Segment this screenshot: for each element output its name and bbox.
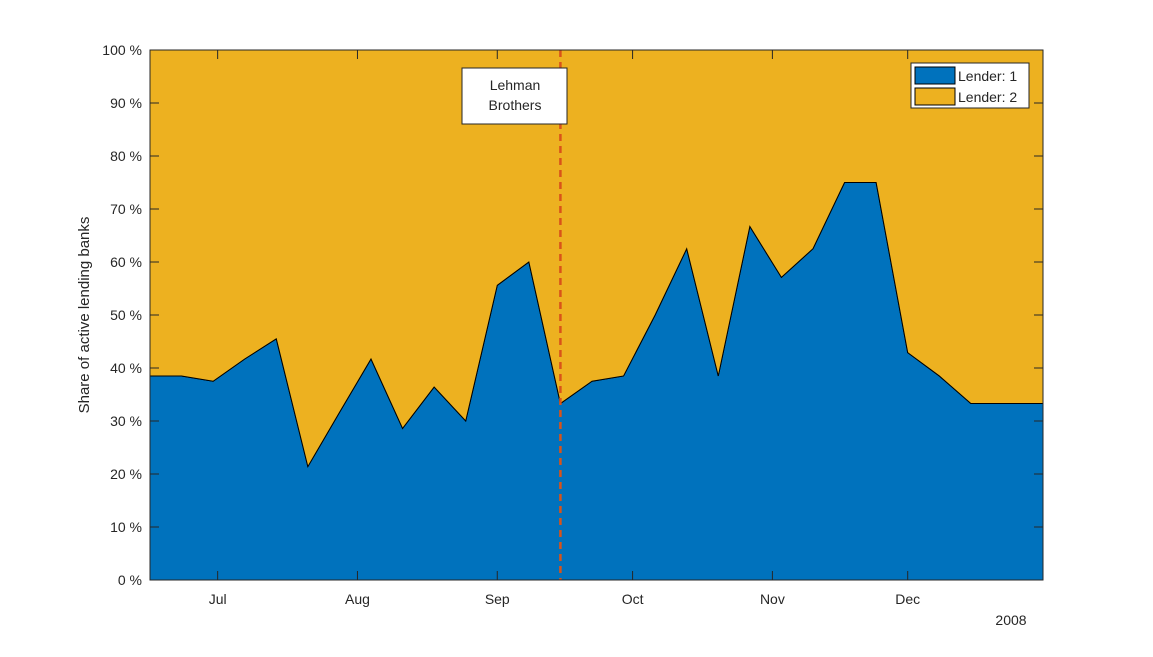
- plot-areas: [149, 49, 1044, 581]
- x-tick-label: Aug: [345, 591, 370, 607]
- y-tick-label: 30 %: [110, 413, 142, 429]
- y-tick-label: 40 %: [110, 360, 142, 376]
- y-tick-label: 90 %: [110, 95, 142, 111]
- y-tick-label: 10 %: [110, 519, 142, 535]
- y-tick-label: 20 %: [110, 466, 142, 482]
- y-tick-label: 50 %: [110, 307, 142, 323]
- y-axis-title: Share of active lending banks: [76, 217, 93, 414]
- y-tick-label: 80 %: [110, 148, 142, 164]
- x-tick-label: Oct: [622, 591, 644, 607]
- x-axis: Jul Aug Sep Oct Nov Dec: [209, 50, 920, 607]
- legend: Lender: 1 Lender: 2: [910, 62, 1030, 109]
- x-tick-label: Sep: [485, 591, 510, 607]
- legend-swatch-lender-1: [914, 66, 956, 85]
- annotation-box: [461, 67, 568, 125]
- year-label: 2008: [995, 612, 1026, 628]
- y-tick-label: 70 %: [110, 201, 142, 217]
- legend-label-lender-1: Lender: 1: [958, 68, 1017, 84]
- y-tick-label: 100 %: [102, 42, 142, 58]
- annotation-line: Lehman: [490, 77, 541, 93]
- x-tick-label: Jul: [209, 591, 227, 607]
- annotation-line: Brothers: [489, 97, 542, 113]
- y-tick-label: 0 %: [118, 572, 142, 588]
- legend-label-lender-2: Lender: 2: [958, 89, 1017, 105]
- y-tick-label: 60 %: [110, 254, 142, 270]
- x-tick-label: Nov: [760, 591, 785, 607]
- legend-swatch-lender-2: [914, 87, 956, 106]
- y-axis: 0 % 10 % 20 % 30 % 40 % 50 % 60 % 70 % 80 % 90 % 1…: [102, 42, 1043, 588]
- x-tick-label: Dec: [895, 591, 920, 607]
- lehman-annotation: Lehman Brothers: [461, 67, 568, 125]
